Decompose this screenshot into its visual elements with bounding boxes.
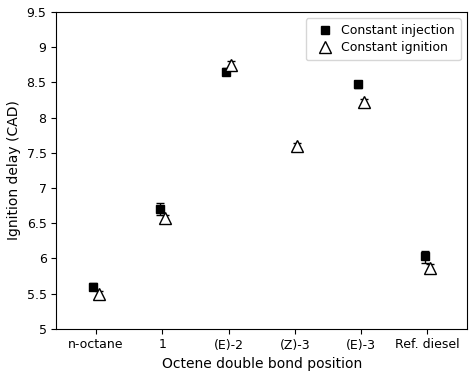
Legend: Constant injection, Constant ignition: Constant injection, Constant ignition	[306, 18, 461, 60]
Y-axis label: Ignition delay (CAD): Ignition delay (CAD)	[7, 101, 21, 240]
X-axis label: Octene double bond position: Octene double bond position	[162, 357, 362, 371]
